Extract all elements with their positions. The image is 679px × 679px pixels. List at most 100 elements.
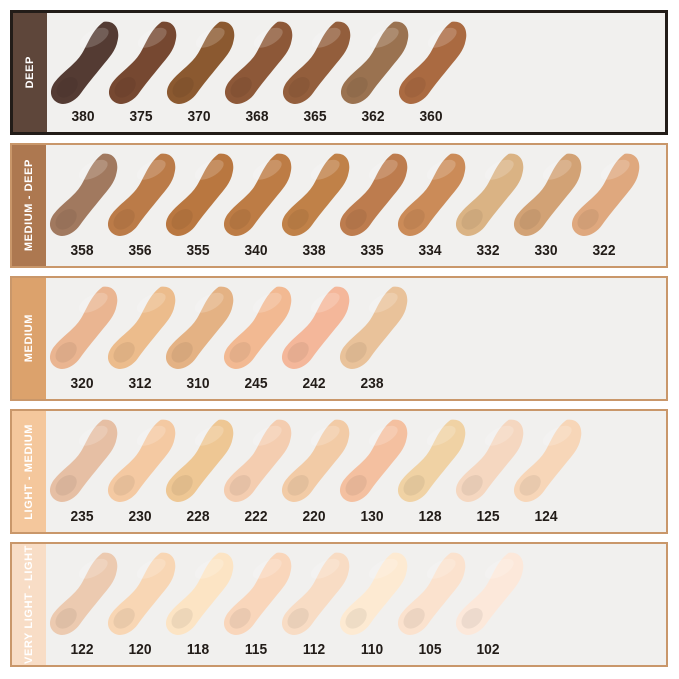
swatch-238: 238: [339, 278, 408, 399]
shade-number: 245: [244, 375, 268, 392]
paint-smear-icon: [49, 286, 118, 369]
shade-number: 310: [186, 375, 210, 392]
shade-row-medium-deep: MEDIUM - DEEP 358 356 355 340 338 335 334 332 330…: [10, 143, 668, 268]
swatch-area: 235 230 228 222 220 130 128 125 124: [46, 411, 666, 532]
row-category-label: MEDIUM: [23, 314, 35, 363]
row-category-sidebar: MEDIUM - DEEP: [12, 145, 46, 266]
swatch-235: 235: [49, 411, 118, 532]
paint-smear-icon: [281, 153, 350, 236]
shade-number: 122: [70, 641, 94, 658]
swatch-360: 360: [398, 13, 467, 132]
shade-number: 102: [476, 641, 500, 658]
swatch-368: 368: [224, 13, 293, 132]
swatch-310: 310: [165, 278, 234, 399]
paint-smear-icon: [455, 419, 524, 502]
shade-number: 125: [476, 508, 500, 525]
row-category-label: MEDIUM - DEEP: [23, 159, 35, 252]
shade-number: 358: [70, 242, 94, 259]
paint-smear-icon: [282, 21, 351, 104]
shade-number: 355: [186, 242, 210, 259]
paint-smear-icon: [223, 552, 292, 635]
shade-number: 380: [71, 108, 95, 125]
shade-number: 334: [418, 242, 442, 259]
swatch-330: 330: [513, 145, 582, 266]
swatch-115: 115: [223, 544, 292, 665]
swatch-358: 358: [49, 145, 118, 266]
paint-smear-icon: [398, 21, 467, 104]
shade-number: 124: [534, 508, 558, 525]
shade-number: 110: [360, 641, 384, 658]
shade-number: 338: [302, 242, 326, 259]
swatch-340: 340: [223, 145, 292, 266]
shade-number: 368: [245, 108, 269, 125]
swatch-222: 222: [223, 411, 292, 532]
swatch-228: 228: [165, 411, 234, 532]
shade-number: 242: [302, 375, 326, 392]
swatch-338: 338: [281, 145, 350, 266]
shade-number: 330: [534, 242, 558, 259]
paint-smear-icon: [165, 552, 234, 635]
shade-number: 375: [129, 108, 153, 125]
shade-number: 222: [244, 508, 268, 525]
paint-smear-icon: [339, 419, 408, 502]
shade-number: 115: [244, 641, 268, 658]
swatch-332: 332: [455, 145, 524, 266]
paint-smear-icon: [340, 21, 409, 104]
swatch-area: 380 375 370 368 365 362 360: [47, 13, 665, 132]
swatch-356: 356: [107, 145, 176, 266]
shade-number: 220: [302, 508, 326, 525]
shade-number: 228: [186, 508, 210, 525]
swatch-335: 335: [339, 145, 408, 266]
paint-smear-icon: [223, 286, 292, 369]
swatch-130: 130: [339, 411, 408, 532]
swatch-110: 110: [339, 544, 408, 665]
paint-smear-icon: [49, 153, 118, 236]
paint-smear-icon: [571, 153, 640, 236]
swatch-122: 122: [49, 544, 118, 665]
paint-smear-icon: [107, 286, 176, 369]
shade-number: 230: [128, 508, 152, 525]
paint-smear-icon: [339, 286, 408, 369]
paint-smear-icon: [397, 552, 466, 635]
paint-smear-icon: [281, 419, 350, 502]
shade-number: 320: [70, 375, 94, 392]
swatch-355: 355: [165, 145, 234, 266]
shade-row-light-medium: LIGHT - MEDIUM 235 230 228 222 220 130 128 125 12…: [10, 409, 668, 534]
paint-smear-icon: [397, 419, 466, 502]
paint-smear-icon: [281, 286, 350, 369]
swatch-370: 370: [166, 13, 235, 132]
row-category-label: VERY LIGHT - LIGHT: [23, 545, 35, 664]
paint-smear-icon: [107, 419, 176, 502]
paint-smear-icon: [513, 153, 582, 236]
swatch-128: 128: [397, 411, 466, 532]
swatch-112: 112: [281, 544, 350, 665]
swatch-375: 375: [108, 13, 177, 132]
swatch-380: 380: [50, 13, 119, 132]
shade-number: 356: [128, 242, 152, 259]
shade-number: 130: [360, 508, 384, 525]
swatch-312: 312: [107, 278, 176, 399]
paint-smear-icon: [165, 286, 234, 369]
paint-smear-icon: [165, 419, 234, 502]
swatch-220: 220: [281, 411, 350, 532]
swatch-area: 358 356 355 340 338 335 334 332 330 322: [46, 145, 666, 266]
shade-number: 340: [244, 242, 268, 259]
swatch-365: 365: [282, 13, 351, 132]
row-category-label: LIGHT - MEDIUM: [23, 423, 35, 520]
swatch-245: 245: [223, 278, 292, 399]
paint-smear-icon: [166, 21, 235, 104]
swatch-102: 102: [455, 544, 524, 665]
shade-number: 360: [419, 108, 443, 125]
swatch-124: 124: [513, 411, 582, 532]
swatch-322: 322: [571, 145, 640, 266]
swatch-242: 242: [281, 278, 350, 399]
paint-smear-icon: [339, 153, 408, 236]
paint-smear-icon: [49, 419, 118, 502]
swatch-118: 118: [165, 544, 234, 665]
paint-smear-icon: [50, 21, 119, 104]
row-category-sidebar: MEDIUM: [12, 278, 46, 399]
swatch-area: 122 120 118 115 112 110 105 102: [46, 544, 666, 665]
swatch-105: 105: [397, 544, 466, 665]
shade-number: 238: [360, 375, 384, 392]
